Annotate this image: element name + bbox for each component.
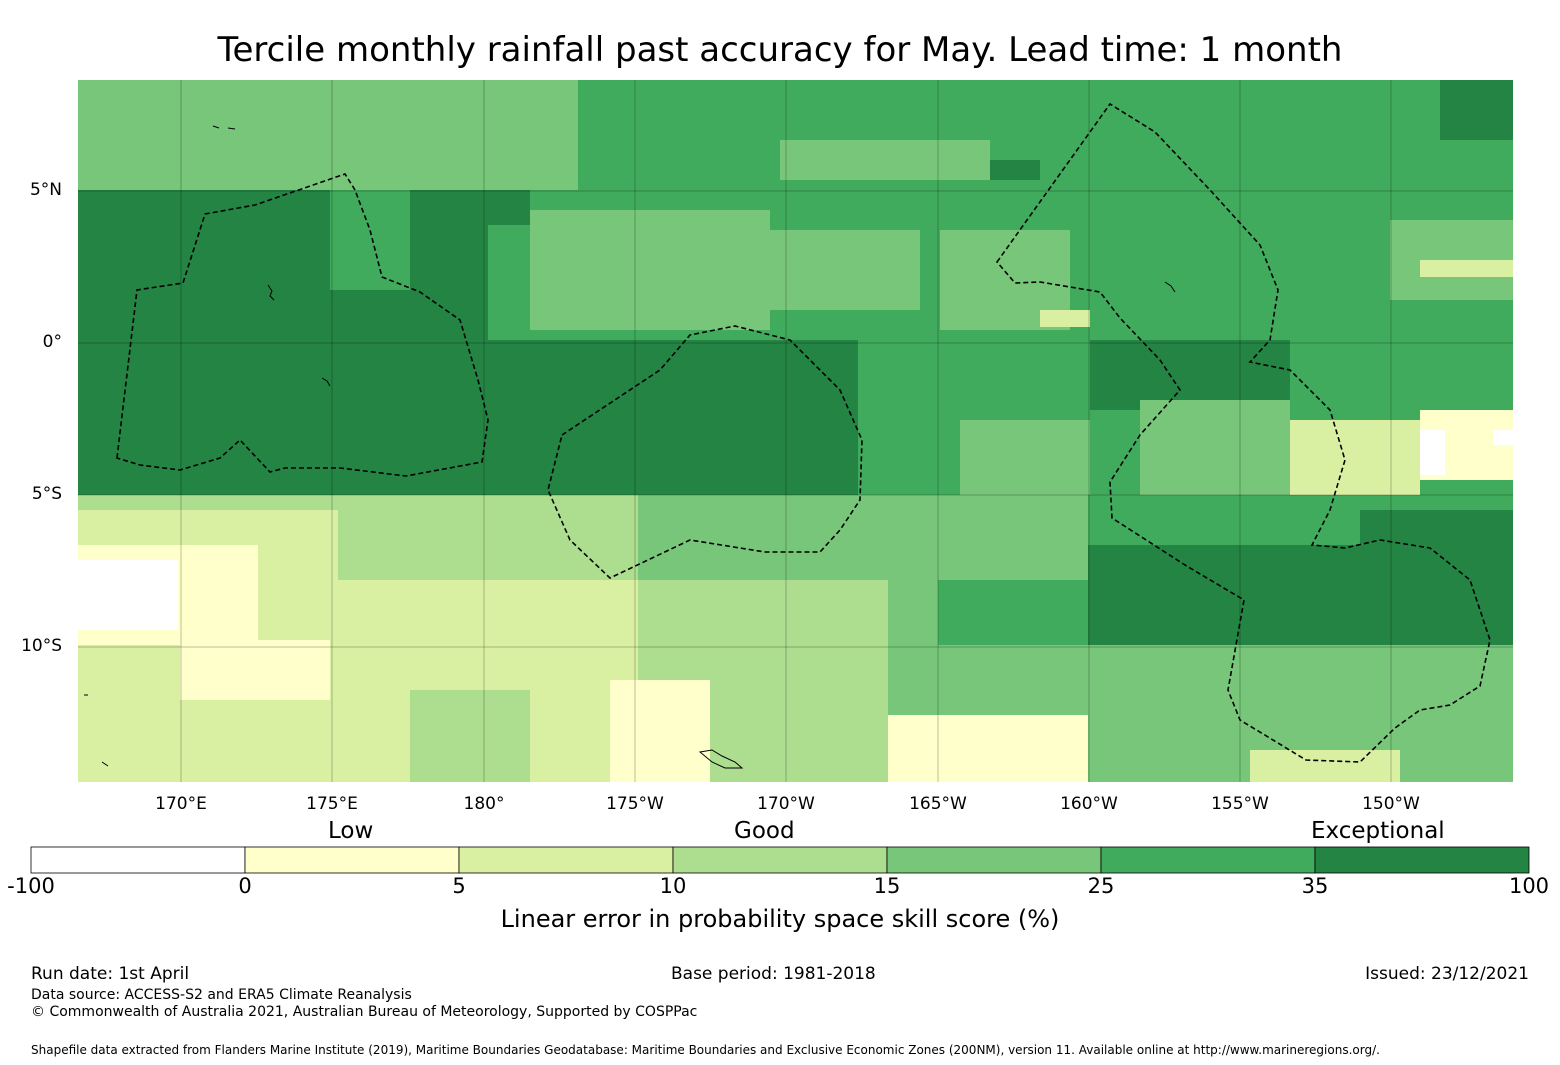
category-label-low: Low [328,818,374,844]
colorbar-tick: 100 [1508,874,1550,898]
skill-patch-fs-cream3 [610,680,710,782]
eez-boundary-central [547,325,863,579]
copyright: © Commonwealth of Australia 2021, Austra… [31,1004,698,1020]
skill-band-central [78,190,1513,340]
skill-patch-pale2 [1040,310,1090,327]
skill-patch-eq-white [1420,430,1445,475]
lon-label-150w: 150°W [1362,794,1420,814]
skill-patch-nw-light [78,100,258,180]
lon-label-180: 180° [463,794,505,814]
colorbar-tick: 5 [452,874,466,898]
skill-patch-n-mid [780,140,990,180]
skill-patch-light1 [530,210,770,330]
skill-band-south-mid [638,495,1088,580]
lon-label-175e: 175°E [306,794,358,814]
skill-patch-fs-green2 [938,580,1088,645]
skill-patch-eq-pale [1290,420,1420,495]
gridlines [78,80,1513,782]
eez-boundary-east [995,102,1491,763]
skill-patch-light2 [770,230,920,310]
skill-band-equator-dark-e [1090,340,1290,410]
colorbar-segment [672,846,888,874]
skill-band-south [78,495,1513,645]
skill-patch-s-dark2 [1360,510,1513,550]
skill-patch-s-dark [1088,545,1513,645]
skill-band-north-b [578,80,1513,190]
lon-label-165w: 165°W [909,794,967,814]
skill-patch-fs-light2 [410,690,530,782]
skill-patch-eq-light2 [1140,400,1290,495]
data-source: Data source: ACCESS-S2 and ERA5 Climate … [31,987,412,1003]
colorbar-tick: 0 [238,874,252,898]
skill-patch-fs-pale2 [1250,750,1400,782]
lon-label-175w: 175°W [606,794,664,814]
colorbar-segment [886,846,1102,874]
lon-label-160w: 160°W [1060,794,1118,814]
base-period: Base period: 1981-2018 [671,964,876,984]
colorbar-tick: 35 [1301,874,1329,898]
issued-date: Issued: 23/12/2021 [1365,964,1529,984]
colorbar-segment [1100,846,1316,874]
skill-patch-eq-light [960,420,1090,495]
lat-label-5s: 5°S [31,484,62,504]
eez-boundaries [116,102,1491,763]
skill-band-far-south [78,545,1513,782]
skill-patch-fs-cream2 [180,640,330,700]
lat-label-10s: 10°S [21,636,62,656]
skill-patch-eq-white2 [1493,430,1513,445]
colorbar-segment [1314,846,1530,874]
skill-band-equator [78,340,1513,495]
category-label-good: Good [734,818,795,844]
colorbar-tick: 15 [873,874,901,898]
colorbar-tick: -100 [7,874,55,898]
shapefile-credit: Shapefile data extracted from Flanders M… [31,1043,1380,1057]
chart-title: Tercile monthly rainfall past accuracy f… [217,30,1343,70]
lon-label-170w: 170°W [757,794,815,814]
skill-patch-fs-white [78,560,178,630]
colorbar-segment [30,846,246,874]
skill-patch-n-dark [1440,80,1513,140]
category-label-exceptional: Exceptional [1311,818,1445,844]
lat-label-0: 0° [42,332,62,352]
skill-band-equator-mid-e [1290,340,1513,410]
skill-patch-fs-cream4 [888,715,1088,782]
colorbar-tick: 25 [1087,874,1115,898]
skill-patch-pale1 [1420,260,1513,277]
skill-band-equator-dark-w [78,340,858,495]
run-date: Run date: 1st April [31,964,190,984]
colorbar-tick: 10 [659,874,687,898]
skill-patch-dark-top [410,190,530,225]
colorbar-segment [458,846,674,874]
lat-label-5n: 5°N [29,180,62,200]
eez-boundary-west [116,173,489,477]
skill-patch-mid-w [330,190,410,290]
colorbar [30,846,1530,874]
lon-label-155w: 155°W [1211,794,1269,814]
colorbar-segment [244,846,460,874]
skill-band-north [78,80,1513,190]
skill-patch-n-dark2 [990,160,1040,180]
lon-label-170e: 170°E [155,794,207,814]
colorbar-caption: Linear error in probability space skill … [500,905,1060,933]
islands [84,125,1176,769]
